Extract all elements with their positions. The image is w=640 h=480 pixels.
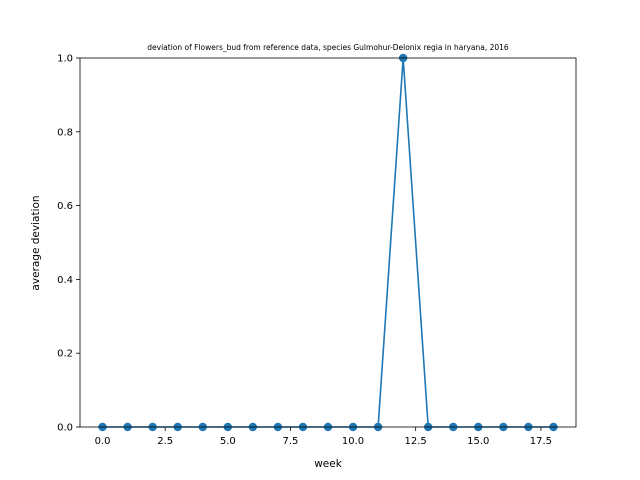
y-axis-label: average deviation <box>30 195 42 290</box>
x-tick-label: 5.0 <box>220 436 236 447</box>
x-tick-label: 0.0 <box>95 436 111 447</box>
plot-area: 0.0 2.5 5.0 7.5 10.0 12.5 15.0 17.5 0.0 0.2 0.4 0.6… <box>57 54 577 447</box>
axes-frame <box>79 57 577 428</box>
x-tick-label: 15.0 <box>467 436 489 447</box>
x-tick-label: 10.0 <box>342 436 364 447</box>
y-tick-label: 0.8 <box>57 127 73 138</box>
y-tick-label: 0.4 <box>57 275 73 286</box>
chart-title: deviation of Flowers_bud from reference … <box>147 43 509 52</box>
x-axis-label: week <box>314 458 343 470</box>
y-tick-label: 0.2 <box>57 349 73 360</box>
y-tick-label: 1.0 <box>57 54 73 65</box>
x-tick-label: 17.5 <box>530 436 552 447</box>
x-tick-label: 7.5 <box>282 436 298 447</box>
y-tick-label: 0.6 <box>57 201 73 212</box>
x-tick-label: 12.5 <box>405 436 427 447</box>
y-tick-label: 0.0 <box>57 423 73 434</box>
x-tick-label: 2.5 <box>157 436 173 447</box>
